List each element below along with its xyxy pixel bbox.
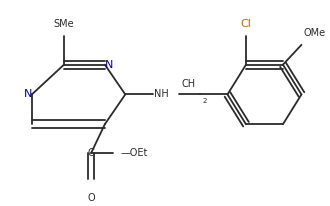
Text: Cl: Cl bbox=[241, 19, 251, 29]
Text: CH: CH bbox=[182, 79, 196, 89]
Text: 2: 2 bbox=[202, 98, 207, 104]
Text: O: O bbox=[87, 193, 95, 203]
Text: C: C bbox=[88, 148, 95, 158]
Text: OMe: OMe bbox=[303, 28, 325, 38]
Text: N: N bbox=[23, 89, 32, 99]
Text: —OEt: —OEt bbox=[120, 148, 148, 158]
Text: SMe: SMe bbox=[54, 19, 74, 29]
Text: N: N bbox=[105, 60, 113, 70]
Text: NH: NH bbox=[154, 89, 169, 99]
